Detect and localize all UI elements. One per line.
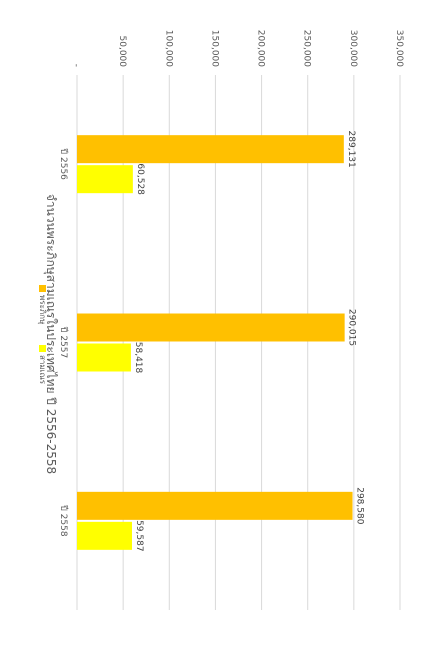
data-label: 58,418 [133, 342, 143, 374]
gridlines [76, 75, 401, 610]
legend-label: สามเณร [38, 355, 47, 385]
bar-monks [77, 135, 344, 164]
y-tick-label: 50,000 [117, 36, 127, 68]
legend: พระภิกษุสามเณร [38, 285, 47, 385]
bar-novices [77, 343, 131, 372]
y-tick-label: 100,000 [163, 30, 173, 67]
data-label: 290,015 [347, 309, 357, 346]
bar-monks [76, 313, 345, 342]
data-labels: 289,131 60,528 290,015 58,418 298,580 59,587 [133, 131, 365, 552]
data-label: 298,580 [355, 487, 365, 524]
chart-title: จำนวนพระภิกษุสามเณรในประเทศไทย ปี 2556-2… [43, 194, 58, 474]
bar-monks [76, 491, 353, 520]
data-label: 59,587 [134, 520, 144, 552]
y-axis-ticks: - 50,000 100,000 150,000 200,000 250,000 300,0… [71, 30, 404, 67]
bar-novices [77, 165, 133, 194]
legend-swatch [39, 285, 46, 292]
data-label: 60,528 [135, 163, 145, 195]
x-axis-categories: ปี 2556 ปี 2557 ปี 2558 [58, 148, 69, 537]
y-tick-label: 350,000 [394, 30, 404, 67]
y-tick-label: 300,000 [348, 30, 358, 67]
x-category-label: ปี 2557 [58, 327, 69, 359]
legend-label: พระภิกษุ [38, 295, 47, 324]
x-category-label: ปี 2558 [58, 505, 69, 537]
data-label: 289,131 [346, 131, 356, 168]
bars [76, 135, 353, 550]
y-tick-label: 150,000 [209, 30, 219, 67]
y-tick-label: - [71, 64, 81, 67]
bar-novices [77, 521, 132, 550]
y-tick-label: 250,000 [302, 30, 312, 67]
legend-swatch [39, 345, 46, 352]
y-tick-label: 200,000 [256, 30, 266, 67]
x-category-label: ปี 2556 [58, 148, 69, 180]
